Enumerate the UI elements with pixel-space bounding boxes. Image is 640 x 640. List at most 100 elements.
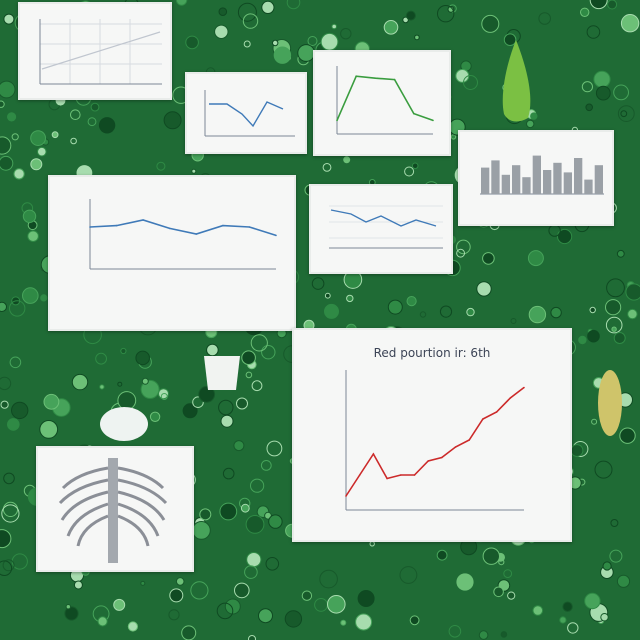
background-dot xyxy=(456,573,474,591)
chart-card-small-blue xyxy=(185,72,307,154)
background-dot xyxy=(593,70,611,88)
background-dot xyxy=(120,347,127,355)
chart-card-medium xyxy=(309,184,453,274)
background-dot xyxy=(530,112,538,120)
bar xyxy=(574,158,583,194)
background-dot xyxy=(218,399,234,416)
background-dot xyxy=(261,0,275,14)
background-dot xyxy=(236,397,248,410)
background-dot xyxy=(324,292,331,299)
background-dot xyxy=(620,110,628,118)
background-dot xyxy=(557,228,573,245)
background-dot xyxy=(406,296,417,307)
background-dot xyxy=(411,162,419,170)
main-chart-title: Red pourtion ir: 6th xyxy=(373,346,491,360)
data-point xyxy=(523,386,525,389)
background-dot xyxy=(266,440,283,457)
data-point xyxy=(441,456,443,459)
background-dot xyxy=(90,102,100,112)
data-point xyxy=(482,418,484,420)
background-dot xyxy=(613,332,626,344)
background-dot xyxy=(37,146,47,157)
background-dot xyxy=(528,305,547,324)
background-dot xyxy=(616,574,631,588)
background-dot xyxy=(64,606,79,621)
background-dot xyxy=(117,381,123,387)
series-line xyxy=(336,75,434,122)
background-dot xyxy=(22,209,37,224)
background-dot xyxy=(181,625,197,640)
data-point xyxy=(195,233,198,235)
background-dot xyxy=(498,559,505,566)
background-dot xyxy=(3,472,15,485)
background-dot xyxy=(198,385,216,403)
background-dot xyxy=(135,350,150,366)
background-dot xyxy=(0,155,14,171)
data-point xyxy=(336,119,338,122)
ribcage-illustration xyxy=(58,458,168,563)
background-dot xyxy=(586,25,601,39)
background-dot xyxy=(73,580,83,590)
background-dot xyxy=(9,356,22,369)
cup-decoration xyxy=(198,350,246,396)
background-dot xyxy=(478,630,489,640)
background-dot xyxy=(30,158,43,171)
background-dot xyxy=(331,23,338,30)
background-dot xyxy=(600,613,609,622)
background-dot xyxy=(548,224,561,237)
background-dot xyxy=(611,326,617,332)
background-dot xyxy=(463,75,478,90)
bar xyxy=(501,174,510,194)
background-dot xyxy=(346,294,354,303)
data-point xyxy=(386,477,388,480)
background-dot xyxy=(3,13,15,25)
background-dot xyxy=(97,616,108,627)
background-dot xyxy=(455,69,470,83)
background-dot xyxy=(620,14,640,33)
background-dot xyxy=(284,610,303,628)
background-dot xyxy=(476,281,492,297)
background-dot xyxy=(113,598,126,611)
chart-card-top-left xyxy=(18,2,172,100)
background-dot xyxy=(585,103,594,112)
background-dot xyxy=(0,136,12,155)
background-dot xyxy=(437,5,455,23)
background-dot xyxy=(340,619,347,626)
background-dot xyxy=(613,84,629,101)
chart-card-main-red: Red pourtion ir: 6th xyxy=(292,328,572,542)
bar xyxy=(584,179,593,194)
background-dot xyxy=(387,299,403,315)
background-dot xyxy=(234,582,250,599)
background-dot xyxy=(192,521,211,540)
background-dot xyxy=(192,396,204,409)
background-dot xyxy=(436,549,448,561)
background-dot xyxy=(149,411,161,422)
background-dot xyxy=(355,613,373,631)
background-dot xyxy=(447,5,455,13)
bar-chart xyxy=(480,155,604,195)
background-dot xyxy=(233,440,245,452)
bar xyxy=(532,155,541,194)
data-point xyxy=(358,474,361,476)
green-line-chart xyxy=(336,66,434,135)
background-dot xyxy=(493,586,504,598)
background-dot xyxy=(250,334,268,352)
background-dot xyxy=(191,168,197,174)
background-dot xyxy=(319,569,338,589)
background-dot xyxy=(609,549,623,563)
bar xyxy=(563,172,572,194)
bar xyxy=(491,160,500,194)
background-dot xyxy=(246,552,262,568)
background-dot xyxy=(456,239,471,255)
background-dot xyxy=(369,541,375,547)
background-dot xyxy=(450,134,457,140)
background-dot xyxy=(240,503,250,513)
background-dot xyxy=(248,635,256,640)
background-dot xyxy=(307,36,318,46)
bar xyxy=(553,162,562,194)
background-dot xyxy=(619,427,636,444)
background-dot xyxy=(216,602,234,620)
background-dot xyxy=(584,592,601,610)
background-dot xyxy=(7,418,20,431)
background-dot xyxy=(587,329,600,343)
